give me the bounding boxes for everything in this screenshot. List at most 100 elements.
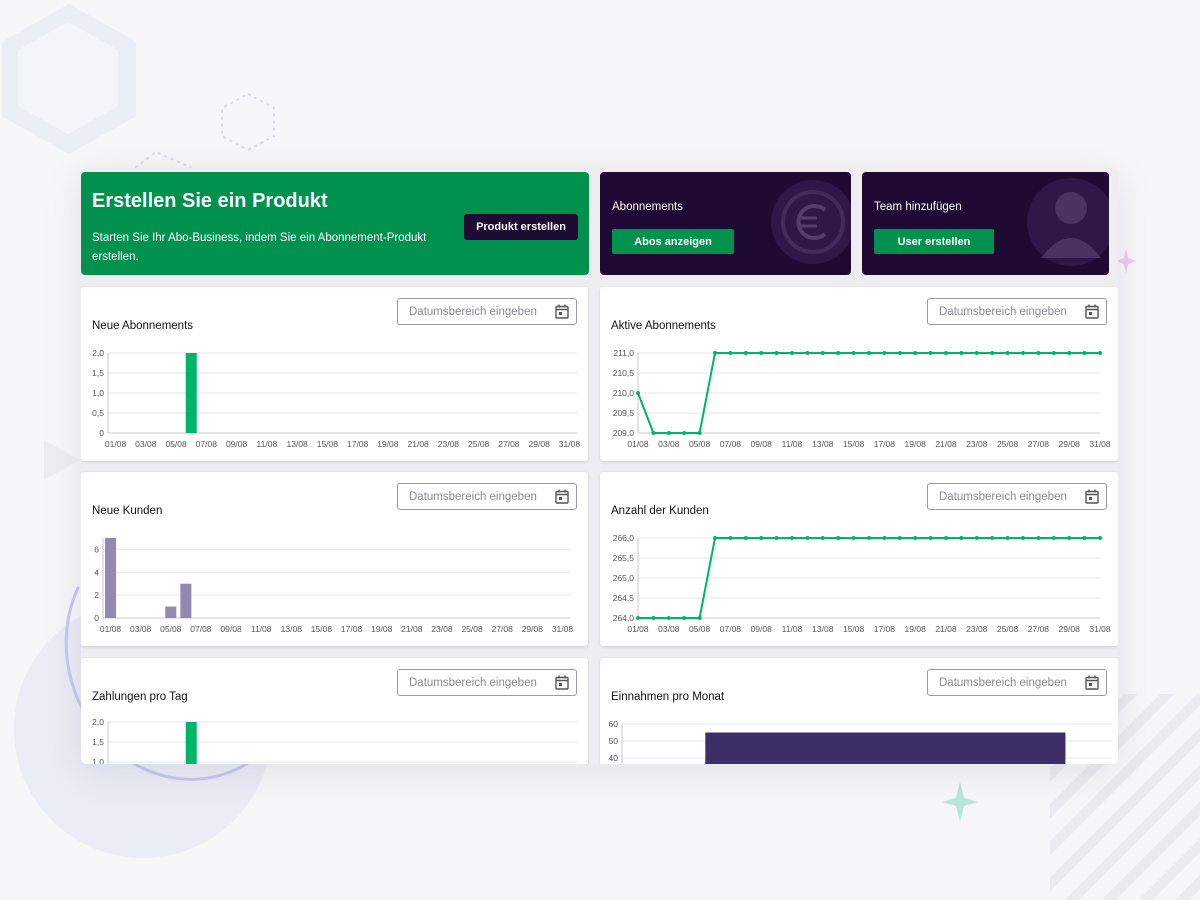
subscriptions-card: Abonnements Abos anzeigen [600, 172, 851, 275]
data-point [805, 536, 810, 540]
data-point [805, 351, 810, 355]
chart-new-subscriptions: 0 0,5 1,0 1,5 2,0 01/08 03/08 05/08 07/08 09/08 11… [92, 348, 580, 449]
chart-card-new-subscriptions: Neue Abonnements 0 0,5 1,0 1,5 2,0 01/08 03/08… [81, 287, 588, 461]
data-point [928, 351, 933, 355]
y-tick-label: 0,5 [92, 408, 104, 418]
x-tick-label: 11/08 [782, 439, 803, 449]
x-tick-label: 29/08 [522, 624, 544, 634]
date-range-input[interactable] [928, 484, 1089, 509]
data-point [913, 351, 918, 355]
x-tick-label: 11/08 [251, 624, 272, 634]
x-tick-label: 27/08 [1028, 439, 1050, 449]
calendar-icon[interactable] [1085, 304, 1099, 319]
date-range-field [927, 669, 1107, 696]
data-point [697, 431, 702, 435]
x-tick-label: 27/08 [1028, 624, 1050, 634]
x-tick-label: 01/08 [100, 624, 122, 634]
chart-revenue-per-month: 0102030405060 [609, 719, 1112, 764]
y-tick-label: 209,0 [613, 428, 635, 438]
chart-title: Neue Kunden [92, 505, 163, 517]
date-range-input[interactable] [928, 670, 1089, 695]
x-tick-label: 13/08 [286, 439, 308, 449]
revenue-bar [705, 732, 1066, 764]
x-tick-label: 21/08 [935, 624, 957, 634]
x-tick-label: 17/08 [874, 439, 896, 449]
add-team-label: Team hinzufügen [874, 201, 962, 213]
y-tick-label: 2,0 [92, 717, 104, 727]
data-point [990, 351, 995, 355]
data-point [974, 536, 979, 540]
x-tick-label: 31/08 [1089, 439, 1111, 449]
calendar-icon[interactable] [1085, 489, 1099, 504]
data-point [743, 536, 748, 540]
x-tick-label: 09/08 [226, 439, 248, 449]
data-point [882, 351, 887, 355]
create-product-banner: Erstellen Sie ein Produkt Starten Sie Ih… [81, 172, 589, 275]
data-point [1005, 351, 1010, 355]
x-tick-label: 23/08 [966, 439, 988, 449]
chart-title: Einnahmen pro Monat [611, 691, 725, 703]
data-point [790, 351, 794, 355]
x-tick-label: 29/08 [1059, 439, 1081, 449]
data-point [728, 536, 733, 540]
x-tick-label: 31/08 [1089, 624, 1111, 634]
data-point [759, 351, 764, 355]
y-tick-label: 60 [609, 719, 619, 729]
date-range-field [397, 298, 577, 325]
data-point [897, 351, 902, 355]
data-point [1098, 536, 1102, 540]
x-tick-label: 21/08 [401, 624, 423, 634]
bar [185, 353, 197, 433]
date-range-input[interactable] [398, 299, 559, 324]
x-tick-label: 29/08 [1059, 624, 1081, 634]
data-point [851, 536, 856, 540]
date-range-input[interactable] [398, 484, 559, 509]
x-tick-label: 31/08 [552, 624, 574, 634]
calendar-icon[interactable] [1085, 675, 1099, 690]
calendar-icon[interactable] [555, 489, 569, 504]
create-user-button[interactable]: User erstellen [874, 229, 994, 254]
chart-card-new-customers: Neue Kunden 0 2 4 6 01/08 03/08 05/08 07/08 09/0… [81, 472, 588, 646]
create-product-button[interactable]: Produkt erstellen [464, 214, 578, 240]
data-point [851, 351, 856, 355]
y-tick-label: 0 [99, 428, 104, 438]
data-point [1067, 536, 1072, 540]
data-point [1036, 536, 1041, 540]
y-tick-label: 209,5 [613, 408, 635, 418]
date-range-input[interactable] [398, 670, 559, 695]
chart-new-customers: 0 2 4 6 01/08 03/08 05/08 07/08 09/08 11/08 13/08 1… [94, 538, 574, 634]
date-range-input[interactable] [928, 299, 1089, 324]
y-tick-label: 1,5 [92, 368, 104, 378]
x-tick-label: 17/08 [341, 624, 363, 634]
x-tick-label: 07/08 [720, 624, 742, 634]
x-tick-label: 23/08 [966, 624, 988, 634]
y-tick-label: 1,0 [92, 757, 104, 764]
x-tick-label: 01/08 [627, 439, 649, 449]
x-tick-label: 27/08 [492, 624, 514, 634]
x-tick-label: 19/08 [377, 439, 399, 449]
x-tick-label: 29/08 [529, 439, 551, 449]
data-point [1005, 536, 1010, 540]
x-tick-label: 13/08 [812, 624, 834, 634]
data-point [867, 351, 871, 355]
data-point [743, 351, 748, 355]
data-point [651, 431, 656, 435]
x-tick-label: 25/08 [461, 624, 483, 634]
calendar-icon[interactable] [555, 304, 569, 319]
x-tick-label: 09/08 [751, 439, 773, 449]
data-point [836, 536, 841, 540]
calendar-icon[interactable] [555, 675, 569, 690]
data-point [774, 536, 779, 540]
x-tick-label: 01/08 [627, 624, 649, 634]
x-tick-label: 25/08 [997, 624, 1019, 634]
x-tick-label: 13/08 [281, 624, 303, 634]
bar [180, 583, 192, 618]
background-dotted-hexagon [221, 92, 275, 152]
chart-active-subscriptions: 209,0 209,5 210,0 210,5 211,0 01/08 03/08 05/08… [613, 348, 1111, 449]
x-tick-label: 19/08 [905, 439, 927, 449]
chart-card-revenue-per-month: Einnahmen pro Monat 0102030405060 [600, 658, 1118, 764]
x-tick-label: 11/08 [782, 624, 803, 634]
show-subscriptions-button[interactable]: Abos anzeigen [612, 229, 734, 254]
data-point [928, 536, 933, 540]
date-range-field [927, 483, 1107, 510]
